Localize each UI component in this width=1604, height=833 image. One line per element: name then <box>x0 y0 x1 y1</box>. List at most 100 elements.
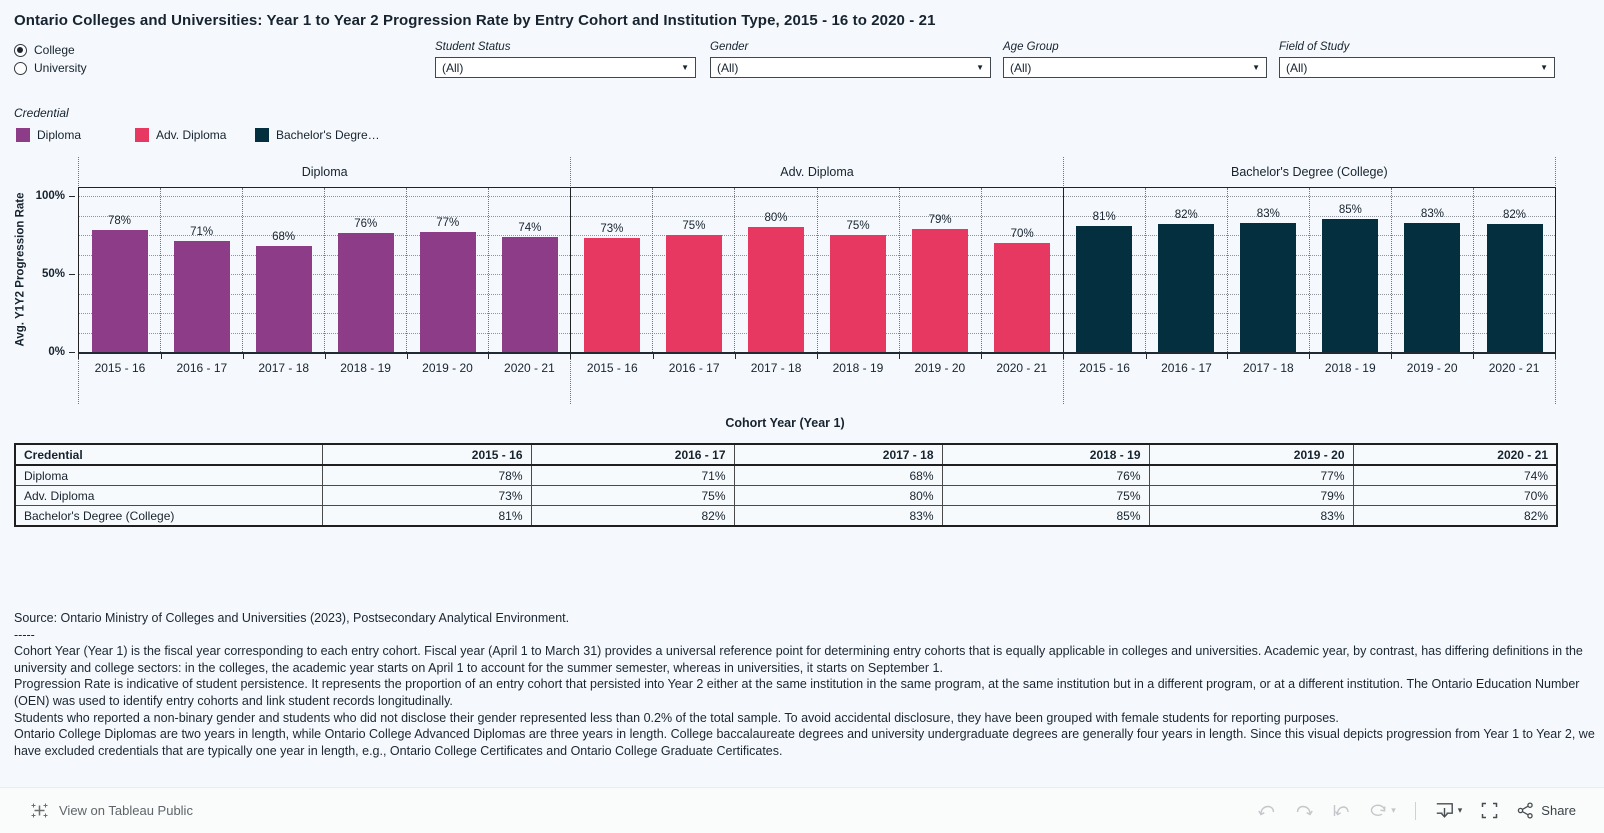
x-tick-label: 2015 - 16 <box>570 354 655 380</box>
table-value-cell[interactable]: 73% <box>321 485 532 506</box>
table-header: Credential 2015 - 16 2016 - 17 2017 - 18 201… <box>14 443 1558 466</box>
toolbar-divider <box>1414 801 1416 820</box>
x-tick-label: 2018 - 19 <box>817 354 900 380</box>
bar-slot: 75% <box>818 188 900 352</box>
bar-value-label: 73% <box>600 223 624 236</box>
table-value-cell[interactable]: 74% <box>1352 464 1558 486</box>
bar-diploma-2017-18[interactable] <box>255 245 312 352</box>
table-value-cell[interactable]: 79% <box>1148 485 1354 506</box>
bar-adv-diploma-2018-19[interactable] <box>830 235 887 352</box>
filter-dropdown-gender[interactable]: (All) ▼ <box>710 57 991 78</box>
table-value-cell[interactable]: 80% <box>733 485 943 506</box>
bar-adv-diploma-2019-20[interactable] <box>912 228 969 352</box>
table-value-cell[interactable]: 85% <box>941 505 1150 527</box>
table-value-cell[interactable]: 82% <box>530 505 735 527</box>
credential-legend: Credential Diploma Adv. Diploma Bachelor's… <box>14 106 434 146</box>
table-header-cell: 2016 - 17 <box>530 443 735 466</box>
download-icon <box>1436 803 1453 818</box>
bar-value-label: 83% <box>1256 207 1280 220</box>
legend-item-label: Bachelor's Degre… <box>276 128 380 142</box>
view-on-tableau-public-label: View on Tableau Public <box>59 803 193 818</box>
bar-bachelor-s-degree-college-2018-19[interactable] <box>1322 219 1379 352</box>
bar-value-label: 76% <box>354 218 378 231</box>
filter-selected-value: (All) <box>1010 60 1032 75</box>
bar-value-label: 77% <box>436 216 460 229</box>
bar-bachelor-s-degree-college-2016-17[interactable] <box>1158 224 1215 352</box>
bar-slot: 83% <box>1392 188 1474 352</box>
table-header-cell: 2020 - 21 <box>1352 443 1558 466</box>
filter-dropdown-student-status[interactable]: (All) ▼ <box>435 57 696 78</box>
bar-bachelor-s-degree-college-2015-16[interactable] <box>1076 225 1133 352</box>
table-value-cell[interactable]: 82% <box>1352 505 1558 527</box>
x-tick-label: 2016 - 17 <box>161 354 244 380</box>
x-tick-label: 2016 - 17 <box>1146 354 1229 380</box>
table-value-cell[interactable]: 83% <box>733 505 943 527</box>
share-button[interactable]: Share <box>1517 802 1576 819</box>
bar-adv-diploma-2016-17[interactable] <box>665 235 722 352</box>
filter-label: Gender <box>710 41 749 53</box>
panel-plot: 78% 71% 68% 76% 77% 74% <box>78 187 571 354</box>
view-on-tableau-public-link[interactable]: View on Tableau Public <box>30 801 193 820</box>
bar-slot: 79% <box>900 188 982 352</box>
bar-diploma-2015-16[interactable] <box>91 230 148 352</box>
filter-dropdown-field-of-study[interactable]: (All) ▼ <box>1279 57 1555 78</box>
table-header-cell: 2017 - 18 <box>733 443 943 466</box>
footnote-line: Students who reported a non-binary gende… <box>14 710 1339 725</box>
download-button[interactable]: ▾ <box>1435 802 1462 819</box>
bar-slot: 75% <box>653 188 736 352</box>
table-value-cell[interactable]: 68% <box>733 464 943 486</box>
filter-selected-value: (All) <box>1286 60 1308 75</box>
panel-separator-tail <box>1064 380 1555 404</box>
x-tick-label: 2017 - 18 <box>1227 354 1311 380</box>
chevron-down-icon: ▼ <box>976 62 984 72</box>
bar-adv-diploma-2015-16[interactable] <box>583 238 640 352</box>
radio-option-university[interactable]: University <box>14 59 87 77</box>
table-value-cell[interactable]: 76% <box>941 464 1150 486</box>
table-value-cell[interactable]: 78% <box>321 464 532 486</box>
filter-gender: Gender (All) ▼ <box>710 41 991 78</box>
replay-button[interactable] <box>1332 803 1350 818</box>
bar-diploma-2019-20[interactable] <box>419 231 476 352</box>
table-value-cell[interactable]: 71% <box>530 464 735 486</box>
chart-panel-diploma: Diploma 78% 71% 68% 76% 77% 74% 2015 - 16 2016 -… <box>78 157 572 404</box>
table-header-cell: 2015 - 16 <box>321 443 532 466</box>
bar-diploma-2016-17[interactable] <box>173 241 230 352</box>
filter-field-of-study: Field of Study (All) ▼ <box>1279 41 1555 78</box>
table-value-cell[interactable]: 70% <box>1352 485 1558 506</box>
bar-value-label: 70% <box>1010 227 1034 240</box>
bar-value-label: 74% <box>518 221 542 234</box>
legend-swatch-icon <box>16 128 30 142</box>
bar-bachelor-s-degree-college-2019-20[interactable] <box>1404 222 1461 352</box>
table-row-label: Adv. Diploma <box>14 485 323 506</box>
bar-bachelor-s-degree-college-2017-18[interactable] <box>1240 222 1297 352</box>
progression-bar-chart: Avg. Y1Y2 Progression Rate 0% 50% 100% Dip… <box>14 157 1556 407</box>
institution-radio-group: College University <box>14 41 87 77</box>
bar-diploma-2020-21[interactable] <box>501 236 558 352</box>
filter-dropdown-age-group[interactable]: (All) ▼ <box>1003 57 1267 78</box>
footnote-line: Ontario College Diplomas are two years i… <box>14 727 1595 758</box>
table-header-cell: 2018 - 19 <box>941 443 1150 466</box>
bar-adv-diploma-2020-21[interactable] <box>994 242 1051 352</box>
legend-item-bachelor-s-degre: Bachelor's Degre… <box>255 128 380 142</box>
refresh-button[interactable]: ▾ <box>1369 803 1396 818</box>
table-value-cell[interactable]: 75% <box>941 485 1150 506</box>
x-axis-labels: 2015 - 16 2016 - 17 2017 - 18 2018 - 19 2019… <box>570 354 1064 380</box>
bar-slot: 68% <box>243 188 326 352</box>
x-axis-labels: 2015 - 16 2016 - 17 2017 - 18 2018 - 19 2019… <box>1062 354 1556 380</box>
bar-adv-diploma-2017-18[interactable] <box>747 227 804 352</box>
table-value-cell[interactable]: 77% <box>1148 464 1354 486</box>
radio-option-college[interactable]: College <box>14 41 87 59</box>
radio-label: College <box>34 43 75 57</box>
table-value-cell[interactable]: 81% <box>321 505 532 527</box>
undo-button[interactable] <box>1258 803 1276 818</box>
fullscreen-button[interactable] <box>1481 802 1498 819</box>
bar-bachelor-s-degree-college-2020-21[interactable] <box>1486 224 1543 352</box>
table-value-cell[interactable]: 83% <box>1148 505 1354 527</box>
table-row-bachelor-s-degree-college: Bachelor's Degree (College) 81% 82% 83% 85% 8… <box>14 505 1558 527</box>
table-value-cell[interactable]: 75% <box>530 485 735 506</box>
bar-slot: 76% <box>325 188 408 352</box>
bar-diploma-2018-19[interactable] <box>337 233 394 352</box>
bar-value-label: 79% <box>928 213 952 226</box>
bar-slot: 85% <box>1310 188 1392 352</box>
redo-button[interactable] <box>1295 803 1314 818</box>
